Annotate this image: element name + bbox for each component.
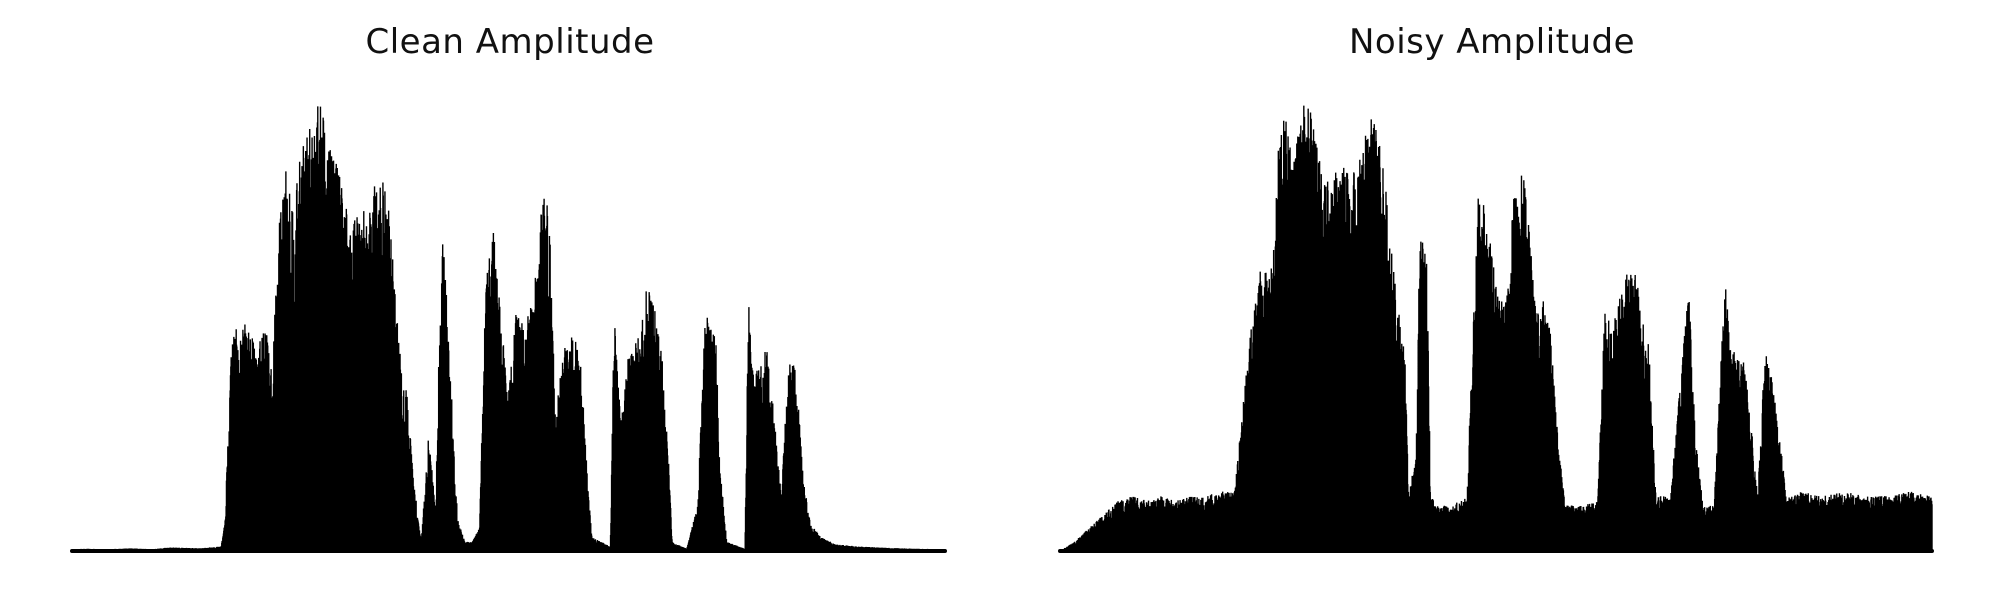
noisy-amplitude-waveform <box>1059 105 1933 551</box>
chart-title-clean: Clean Amplitude <box>365 22 655 62</box>
clean-amplitude-plot <box>70 106 947 553</box>
clean-amplitude-waveform <box>71 106 946 551</box>
clean-amplitude-panel: Clean Amplitude <box>70 22 947 553</box>
noisy-amplitude-panel: Noisy Amplitude <box>1000 0 2000 600</box>
chart-title-noisy: Noisy Amplitude <box>1348 22 1636 62</box>
noisy-amplitude-plot <box>1058 105 1934 553</box>
